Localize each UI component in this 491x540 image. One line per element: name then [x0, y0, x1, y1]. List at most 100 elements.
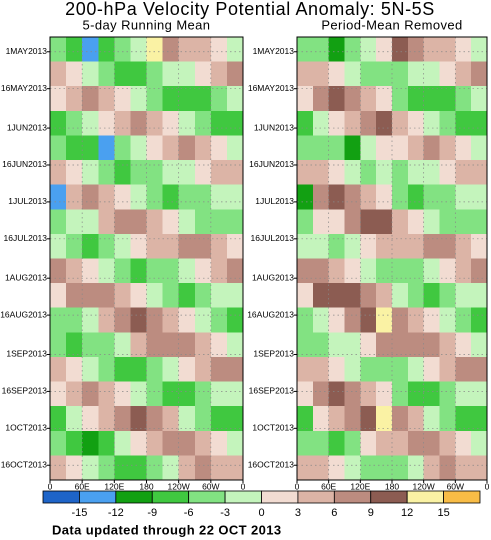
- heatmap-cell: [210, 356, 228, 382]
- heatmap-cell: [376, 135, 393, 161]
- heatmap-cell: [376, 455, 393, 481]
- heatmap-cell: [328, 406, 345, 432]
- heatmap-cell: [50, 381, 67, 407]
- heatmap-cell: [376, 332, 393, 358]
- heatmap-cell: [407, 61, 425, 87]
- heatmap-cell: [439, 86, 456, 112]
- heatmap-cell: [114, 283, 131, 309]
- heatmap-cell: [210, 406, 228, 432]
- y-tick-label: 1AUG2013: [5, 272, 47, 282]
- heatmap-cell: [423, 37, 440, 63]
- heatmap-cell: [376, 258, 393, 284]
- heatmap-cell: [50, 258, 67, 284]
- heatmap-cell: [439, 430, 456, 456]
- heatmap-cell: [82, 332, 99, 358]
- heatmap-cell: [114, 184, 131, 210]
- heatmap-cell: [146, 406, 163, 432]
- heatmap-cell: [66, 160, 83, 186]
- heatmap-cell: [376, 184, 393, 210]
- heatmap-cell: [423, 307, 440, 333]
- heatmap-cell: [194, 258, 212, 284]
- heatmap-cell: [312, 37, 330, 63]
- y-tick-label: 16JUL2013: [4, 233, 48, 243]
- y-tick-label: 16MAY2013: [248, 83, 294, 93]
- heatmap-cell: [146, 209, 163, 235]
- heatmap-cell: [376, 61, 393, 87]
- heatmap-cell: [360, 184, 377, 210]
- heatmap-cell: [471, 135, 488, 161]
- heatmap-cell: [82, 356, 99, 382]
- heatmap-cell: [66, 135, 83, 161]
- heatmap-cell: [98, 86, 115, 112]
- heatmap-cell: [328, 332, 345, 358]
- heatmap-cell: [376, 356, 393, 382]
- heatmap-cell: [423, 86, 440, 112]
- heatmap-cell: [178, 209, 196, 235]
- heatmap-cell: [328, 258, 345, 284]
- heatmap-cell: [312, 160, 330, 186]
- x-tick-label: 0: [48, 481, 53, 491]
- heatmap-cell: [50, 160, 67, 186]
- heatmap-cell: [146, 307, 163, 333]
- heatmap-cell: [376, 430, 393, 456]
- heatmap-cell: [407, 258, 425, 284]
- heatmap-cell: [297, 160, 314, 186]
- heatmap-cell: [423, 406, 440, 432]
- heatmap-cell: [328, 160, 345, 186]
- colorbar-label: 3: [295, 507, 301, 519]
- heatmap-cell: [82, 86, 99, 112]
- heatmap-cell: [423, 61, 440, 87]
- heatmap-cell: [392, 86, 409, 112]
- heatmap-cell: [130, 430, 147, 456]
- heatmap-cell: [178, 283, 196, 309]
- heatmap-cell: [178, 430, 196, 456]
- heatmap-cell: [178, 86, 196, 112]
- heatmap-cell: [98, 381, 115, 407]
- heatmap-cell: [194, 160, 212, 186]
- y-tick-label: 1JUL2013: [255, 196, 294, 206]
- heatmap-cell: [146, 86, 163, 112]
- heatmap-cell: [423, 110, 440, 136]
- heatmap-cell: [210, 160, 228, 186]
- heatmap-cell: [146, 160, 163, 186]
- colorbar-label: -12: [108, 507, 124, 519]
- y-tick-label: 16OCT2013: [1, 459, 48, 469]
- heatmap-cell: [66, 307, 83, 333]
- heatmap-cell: [114, 455, 131, 481]
- heatmap-cell: [66, 37, 83, 63]
- heatmap-cell: [82, 233, 99, 259]
- heatmap-cell: [455, 258, 472, 284]
- heatmap-cell: [130, 233, 147, 259]
- heatmap-cell: [344, 332, 361, 358]
- heatmap-cell: [392, 110, 409, 136]
- heatmap-cell: [162, 86, 180, 112]
- heatmap-cell: [407, 86, 425, 112]
- heatmap-cell: [328, 307, 345, 333]
- x-tick-label: 60E: [321, 481, 336, 491]
- heatmap-cell: [162, 110, 180, 136]
- heatmap-cell: [407, 110, 425, 136]
- colorbar-swatch: [224, 490, 262, 504]
- heatmap-cell: [50, 455, 67, 481]
- heatmap-cell: [455, 381, 472, 407]
- heatmap-cell: [146, 430, 163, 456]
- heatmap-cell: [328, 381, 345, 407]
- heatmap-cell: [210, 61, 228, 87]
- heatmap-cell: [130, 258, 147, 284]
- y-tick-label: 16JUN2013: [2, 159, 47, 169]
- heatmap-cell: [66, 430, 83, 456]
- heatmap-cell: [344, 258, 361, 284]
- heatmap-cell: [297, 430, 314, 456]
- heatmap-cell: [162, 61, 180, 87]
- heatmap-cell: [114, 430, 131, 456]
- heatmap-cell: [178, 135, 196, 161]
- heatmap-cell: [82, 160, 99, 186]
- heatmap-cell: [114, 61, 131, 87]
- heatmap-cell: [344, 209, 361, 235]
- heatmap-cell: [178, 233, 196, 259]
- heatmap-cell: [392, 184, 409, 210]
- heatmap-cell: [423, 160, 440, 186]
- heatmap-cell: [471, 332, 488, 358]
- heatmap-cell: [407, 233, 425, 259]
- heatmap-cell: [66, 455, 83, 481]
